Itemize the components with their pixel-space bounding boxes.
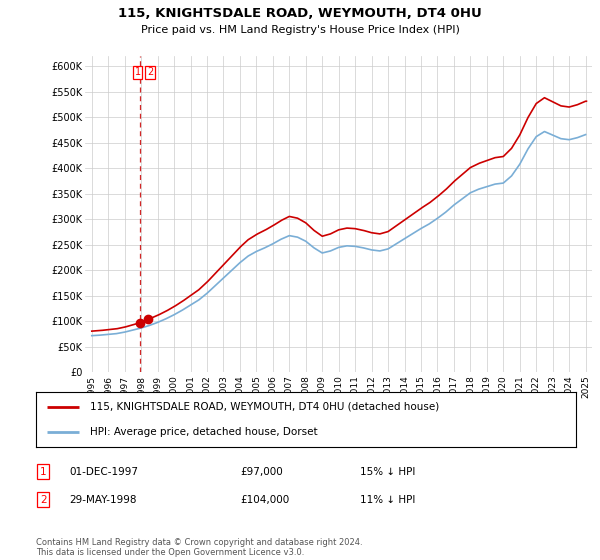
Text: 2: 2 bbox=[40, 494, 47, 505]
Text: 01-DEC-1997: 01-DEC-1997 bbox=[69, 466, 138, 477]
Text: Contains HM Land Registry data © Crown copyright and database right 2024.
This d: Contains HM Land Registry data © Crown c… bbox=[36, 538, 362, 557]
Text: 2: 2 bbox=[147, 67, 153, 77]
Text: £104,000: £104,000 bbox=[240, 494, 289, 505]
Text: 115, KNIGHTSDALE ROAD, WEYMOUTH, DT4 0HU: 115, KNIGHTSDALE ROAD, WEYMOUTH, DT4 0HU bbox=[118, 7, 482, 20]
Text: 1: 1 bbox=[40, 466, 47, 477]
Text: 11% ↓ HPI: 11% ↓ HPI bbox=[360, 494, 415, 505]
Text: 29-MAY-1998: 29-MAY-1998 bbox=[69, 494, 137, 505]
Text: £97,000: £97,000 bbox=[240, 466, 283, 477]
Text: 15% ↓ HPI: 15% ↓ HPI bbox=[360, 466, 415, 477]
Text: HPI: Average price, detached house, Dorset: HPI: Average price, detached house, Dors… bbox=[90, 427, 317, 437]
Text: 1: 1 bbox=[135, 67, 141, 77]
Text: 115, KNIGHTSDALE ROAD, WEYMOUTH, DT4 0HU (detached house): 115, KNIGHTSDALE ROAD, WEYMOUTH, DT4 0HU… bbox=[90, 402, 439, 412]
Text: Price paid vs. HM Land Registry's House Price Index (HPI): Price paid vs. HM Land Registry's House … bbox=[140, 25, 460, 35]
